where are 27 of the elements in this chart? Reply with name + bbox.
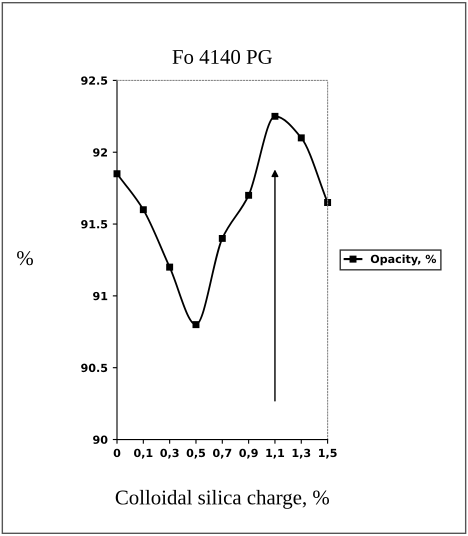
point [245,192,252,199]
point [298,134,305,142]
x-tick-label: 0,5 [186,448,206,459]
point [166,264,174,271]
chart-title: Fo 4140 PG [172,50,272,64]
x-axis-title: Colloidal silica charge, % [116,490,330,509]
x-tick-label: 0,1 [134,448,152,459]
point [192,321,200,328]
point [140,206,147,214]
legend-label: Opacity, % [370,254,436,266]
point [324,199,332,206]
y-tick-label: 91 [93,292,108,300]
x-tick-label: 0 [114,448,120,458]
point [218,234,226,242]
x-tick-label: 1,5 [319,448,337,459]
y-tick-label: 92 [93,148,108,157]
x-tick-label: 0,7 [212,448,232,459]
x-tick-label: 1,1 [266,448,284,459]
y-tick-label: 90.5 [81,364,108,372]
x-tick-label: 1,3 [292,448,310,459]
y-tick-label: 90 [93,435,108,444]
y-tick-label: 92.5 [81,76,108,85]
x-tick-label: 0,9 [239,448,258,459]
y-axis-title: % [17,251,33,266]
point [271,112,278,120]
y-tick-label: 91.5 [81,220,108,228]
x-tick-label: 0,3 [160,448,179,459]
